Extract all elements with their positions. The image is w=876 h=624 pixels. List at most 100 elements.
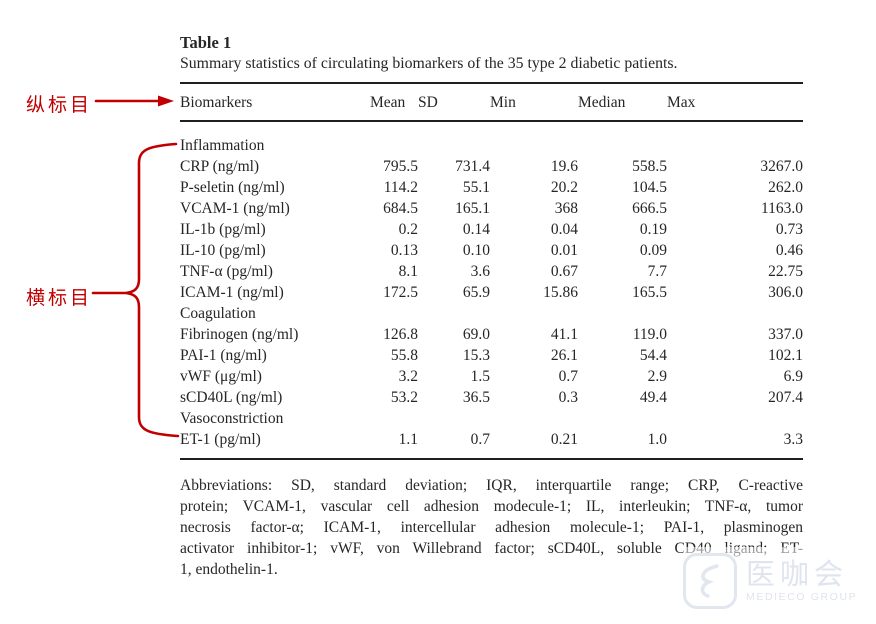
- row-label: VCAM-1 (ng/ml): [180, 200, 290, 217]
- cell-min: 20.2: [550, 179, 578, 196]
- abbreviations-line: Abbreviations: SD, standard deviation; I…: [180, 477, 803, 494]
- cell-sd: 1.5: [470, 368, 490, 385]
- row-label: Vasoconstriction: [180, 410, 284, 427]
- cell-min: 0.21: [550, 431, 578, 448]
- cell-mean: 0.2: [398, 221, 418, 238]
- row-label: sCD40L (ng/ml): [180, 389, 283, 406]
- table-row: vWF (μg/ml) 3.2 1.5 0.7 2.9 6.9: [180, 366, 803, 387]
- col-header-min: Min: [490, 83, 578, 122]
- cell-max: 102.1: [768, 347, 803, 364]
- cell-median: 0.09: [639, 242, 667, 259]
- header-row: Biomarkers Mean SD Min Median Max: [180, 83, 803, 122]
- cell-min: 0.7: [558, 368, 578, 385]
- abbreviations-line: 1, endothelin-1.: [180, 561, 278, 578]
- abbreviations-line: protein; VCAM-1, vascular cell adhesion …: [180, 498, 803, 515]
- col-header-mean: Mean: [370, 83, 418, 122]
- row-heading-brace: [91, 142, 180, 438]
- cell-max: 306.0: [768, 284, 803, 301]
- cell-mean: 3.2: [398, 368, 418, 385]
- cell-min: 15.86: [543, 284, 578, 301]
- cell-sd: 55.1: [462, 179, 490, 196]
- row-label: vWF (μg/ml): [180, 368, 262, 385]
- cell-max: 262.0: [768, 179, 803, 196]
- cell-median: 49.4: [639, 389, 667, 406]
- table-row: IL-10 (pg/ml) 0.13 0.10 0.01 0.09 0.46: [180, 240, 803, 261]
- col-header-median: Median: [578, 83, 667, 122]
- row-label: Inflammation: [180, 137, 265, 154]
- cell-min: 19.6: [550, 158, 578, 175]
- cell-mean: 172.5: [383, 284, 418, 301]
- biomarkers-table: Biomarkers Mean SD Min Median Max Inflam…: [180, 82, 803, 460]
- cell-max: 3267.0: [760, 158, 803, 175]
- cell-mean: 126.8: [383, 326, 418, 343]
- row-label: Fibrinogen (ng/ml): [180, 326, 299, 343]
- table-block: Table 1 Summary statistics of circulatin…: [180, 32, 803, 580]
- column-heading-arrow: [94, 95, 174, 107]
- row-label: IL-1b (pg/ml): [180, 221, 266, 238]
- cell-min: 368: [554, 200, 578, 217]
- cell-mean: 0.13: [390, 242, 418, 259]
- cell-max: 0.46: [775, 242, 803, 259]
- cell-median: 0.19: [639, 221, 667, 238]
- col-header-biomarkers: Biomarkers: [180, 83, 370, 122]
- col-header-max: Max: [667, 83, 803, 122]
- cell-median: 165.5: [632, 284, 667, 301]
- cell-sd: 0.10: [462, 242, 490, 259]
- row-label: ET-1 (pg/ml): [180, 431, 261, 448]
- cell-sd: 65.9: [462, 284, 490, 301]
- cell-median: 119.0: [632, 326, 667, 343]
- table-row: sCD40L (ng/ml) 53.2 36.5 0.3 49.4 207.4: [180, 387, 803, 408]
- cell-min: 26.1: [550, 347, 578, 364]
- cell-mean: 684.5: [383, 200, 418, 217]
- abbreviations-note: Abbreviations: SD, standard deviation; I…: [180, 475, 803, 580]
- row-label: Coagulation: [180, 305, 256, 322]
- row-label: CRP (ng/ml): [180, 158, 260, 175]
- cell-min: 0.01: [550, 242, 578, 259]
- group-row: Coagulation: [180, 303, 803, 324]
- row-label: ICAM-1 (ng/ml): [180, 284, 284, 301]
- table-row: PAI-1 (ng/ml) 55.8 15.3 26.1 54.4 102.1: [180, 345, 803, 366]
- cell-max: 337.0: [768, 326, 803, 343]
- table-row: P-seletin (ng/ml) 114.2 55.1 20.2 104.5 …: [180, 177, 803, 198]
- cell-sd: 36.5: [462, 389, 490, 406]
- cell-min: 41.1: [550, 326, 578, 343]
- row-label: P-seletin (ng/ml): [180, 179, 285, 196]
- cell-mean: 795.5: [383, 158, 418, 175]
- row-heading-label: 横标目: [26, 288, 93, 309]
- cell-max: 22.75: [768, 263, 803, 280]
- cell-max: 6.9: [783, 368, 803, 385]
- group-row: Inflammation: [180, 121, 803, 156]
- cell-median: 7.7: [647, 263, 667, 280]
- table-row: ICAM-1 (ng/ml) 172.5 65.9 15.86 165.5 30…: [180, 282, 803, 303]
- cell-median: 666.5: [632, 200, 667, 217]
- group-row: Vasoconstriction: [180, 408, 803, 429]
- column-heading-label: 纵标目: [26, 95, 93, 116]
- table-row: TNF-α (pg/ml) 8.1 3.6 0.67 7.7 22.75: [180, 261, 803, 282]
- cell-max: 3.3: [783, 431, 803, 448]
- table-row: IL-1b (pg/ml) 0.2 0.14 0.04 0.19 0.73: [180, 219, 803, 240]
- abbreviations-line: necrosis factor-α; ICAM-1, intercellular…: [180, 519, 803, 536]
- cell-sd: 731.4: [455, 158, 490, 175]
- cell-sd: 165.1: [455, 200, 490, 217]
- cell-mean: 1.1: [398, 431, 418, 448]
- row-label: TNF-α (pg/ml): [180, 263, 273, 280]
- cell-sd: 69.0: [462, 326, 490, 343]
- cell-median: 1.0: [647, 431, 667, 448]
- table-row: CRP (ng/ml) 795.5 731.4 19.6 558.5 3267.…: [180, 156, 803, 177]
- cell-max: 1163.0: [760, 200, 803, 217]
- cell-sd: 0.14: [462, 221, 490, 238]
- table-caption-text: Summary statistics of circulating biomar…: [180, 55, 678, 72]
- cell-mean: 114.2: [383, 179, 418, 196]
- watermark-brand-en: MEDIECO GROUP: [746, 591, 858, 603]
- cell-mean: 8.1: [398, 263, 418, 280]
- cell-min: 0.67: [550, 263, 578, 280]
- cell-mean: 53.2: [390, 389, 418, 406]
- cell-mean: 55.8: [390, 347, 418, 364]
- row-label: PAI-1 (ng/ml): [180, 347, 267, 364]
- table-row: Fibrinogen (ng/ml) 126.8 69.0 41.1 119.0…: [180, 324, 803, 345]
- table-caption-label: Table 1: [180, 33, 232, 52]
- col-header-sd: SD: [418, 83, 490, 122]
- cell-min: 0.3: [558, 389, 578, 406]
- abbreviations-line: activator inhibitor-1; vWF, von Willebra…: [180, 540, 803, 557]
